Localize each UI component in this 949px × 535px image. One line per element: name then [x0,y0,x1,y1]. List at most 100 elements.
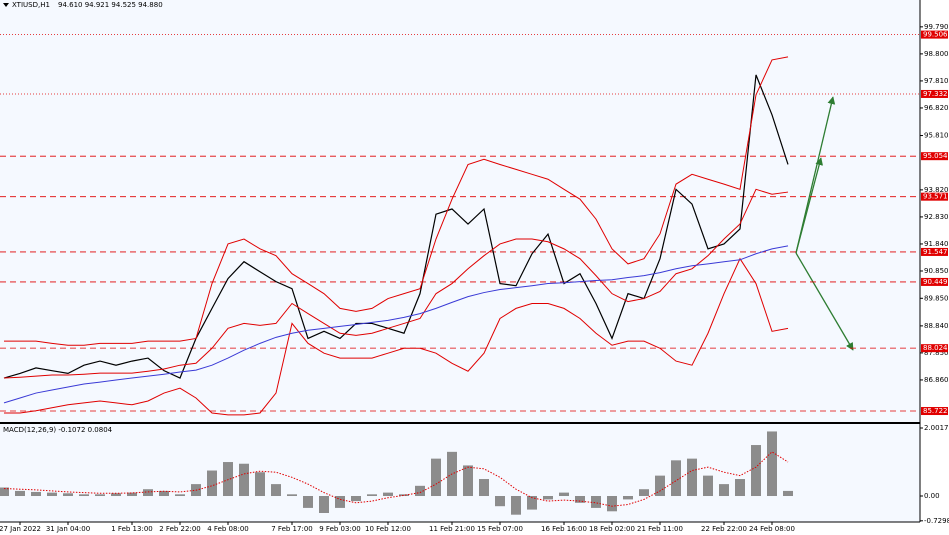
macd-bar [351,496,361,502]
macd-bar [703,475,713,497]
symbol-label: XTIUSD,H1 [12,1,50,9]
ohlc-label: 94.610 94.921 94.525 94.880 [58,1,163,9]
y-tick-label: 92.830 [924,213,949,221]
macd-bar [735,479,745,497]
y-tick-label: 89.850 [924,294,949,302]
signal-line [3,451,789,507]
macd-plot [0,424,920,522]
level-label: 91.547 [923,248,948,256]
macd-bar [143,489,153,497]
price-line [3,245,789,404]
macd-bar [287,494,297,497]
level-label-bg [921,407,948,416]
x-tick-label: 2 Feb 22:00 [159,525,200,533]
x-tick-label: 4 Feb 08:00 [207,525,248,533]
x-tick-label: 11 Feb 21:00 [429,525,475,533]
macd-bar [575,496,585,503]
y-tick-label: 93.820 [924,186,949,194]
macd-bar [415,485,425,497]
macd-bar [431,458,441,497]
macd-bar [319,496,329,513]
macd-bar [63,493,73,497]
price-line [4,257,789,416]
x-tick-label: 16 Feb 16:00 [541,525,587,533]
y-tick-label: -0.7298 [924,517,949,525]
y-tick-label: 87.850 [924,349,949,357]
level-label-bg [921,30,948,39]
macd-bar [463,465,473,497]
y-tick-label: 97.810 [924,77,949,85]
main-plot [0,0,920,422]
menu-triangle[interactable] [3,3,9,7]
macd-bar [335,496,345,508]
macd-bar [479,479,489,497]
x-tick-label: 31 Jan 04:00 [46,525,90,533]
level-label-bg [921,152,948,161]
level-label-bg [921,247,948,256]
macd-bar [207,470,217,497]
x-tick-label: 18 Feb 02:00 [589,525,635,533]
y-tick-label: 0.00 [924,492,940,500]
level-label-bg [921,344,948,353]
y-tick-label: 2.0017 [924,424,949,432]
level-label: 93.571 [923,193,948,201]
level-label-bg [921,89,948,98]
y-tick-label: 90.850 [924,267,949,275]
macd-bar [687,458,697,497]
macd-bar [639,489,649,497]
price-line [3,74,789,379]
macd-bar [495,496,505,507]
macd-bar [719,484,729,497]
macd-bar [223,462,233,497]
level-label: 97.332 [923,90,948,98]
macd-bar [783,490,793,497]
y-tick-label: 98.800 [924,50,949,58]
level-label: 85.722 [923,407,948,415]
macd-bar [623,496,633,500]
macd-bar [367,494,377,497]
y-tick-label: 96.820 [924,104,949,112]
macd-bar [0,487,9,497]
y-tick-label: 86.860 [924,376,949,384]
x-tick-label: 1 Feb 13:00 [111,525,152,533]
arrow-up [795,96,836,254]
macd-bar [159,490,169,497]
x-tick-label: 22 Feb 22:00 [701,525,747,533]
level-label-bg [921,192,948,201]
y-tick-label: 91.840 [924,240,949,248]
macd-bar [15,490,25,497]
level-label-bg [921,277,948,286]
macd-bar [303,496,313,508]
macd-bar [239,463,249,497]
x-tick-label: 10 Feb 12:00 [365,525,411,533]
y-tick-label: 88.840 [924,322,949,330]
macd-label: MACD(12,26,9) -0.1072 0.0804 [3,426,113,434]
x-tick-label: 7 Feb 17:00 [271,525,312,533]
x-tick-label: 24 Feb 08:00 [749,525,795,533]
price-line [4,56,789,346]
macd-bar [511,496,521,515]
macd-bar [79,494,89,497]
level-label: 99.506 [923,31,948,39]
macd-bar [383,492,393,497]
price-line [3,188,789,379]
macd-bar [671,460,681,497]
macd-bar [111,493,121,497]
macd-bar [255,472,265,497]
macd-bar [175,494,185,497]
arrow-up [795,157,823,254]
macd-bar [127,492,137,497]
y-tick-label: 99.790 [924,23,949,31]
x-tick-label: 21 Feb 11:00 [637,525,683,533]
macd-bar [607,496,617,512]
macd-bar [767,431,777,497]
x-tick-label: 27 Jan 2022 [0,525,41,533]
macd-bar [591,496,601,508]
macd-bar [751,445,761,497]
macd-bar [31,491,41,497]
level-label: 95.054 [923,152,948,160]
level-label: 88.024 [923,344,948,352]
x-tick-label: 15 Feb 07:00 [477,525,523,533]
macd-bar [95,494,105,497]
